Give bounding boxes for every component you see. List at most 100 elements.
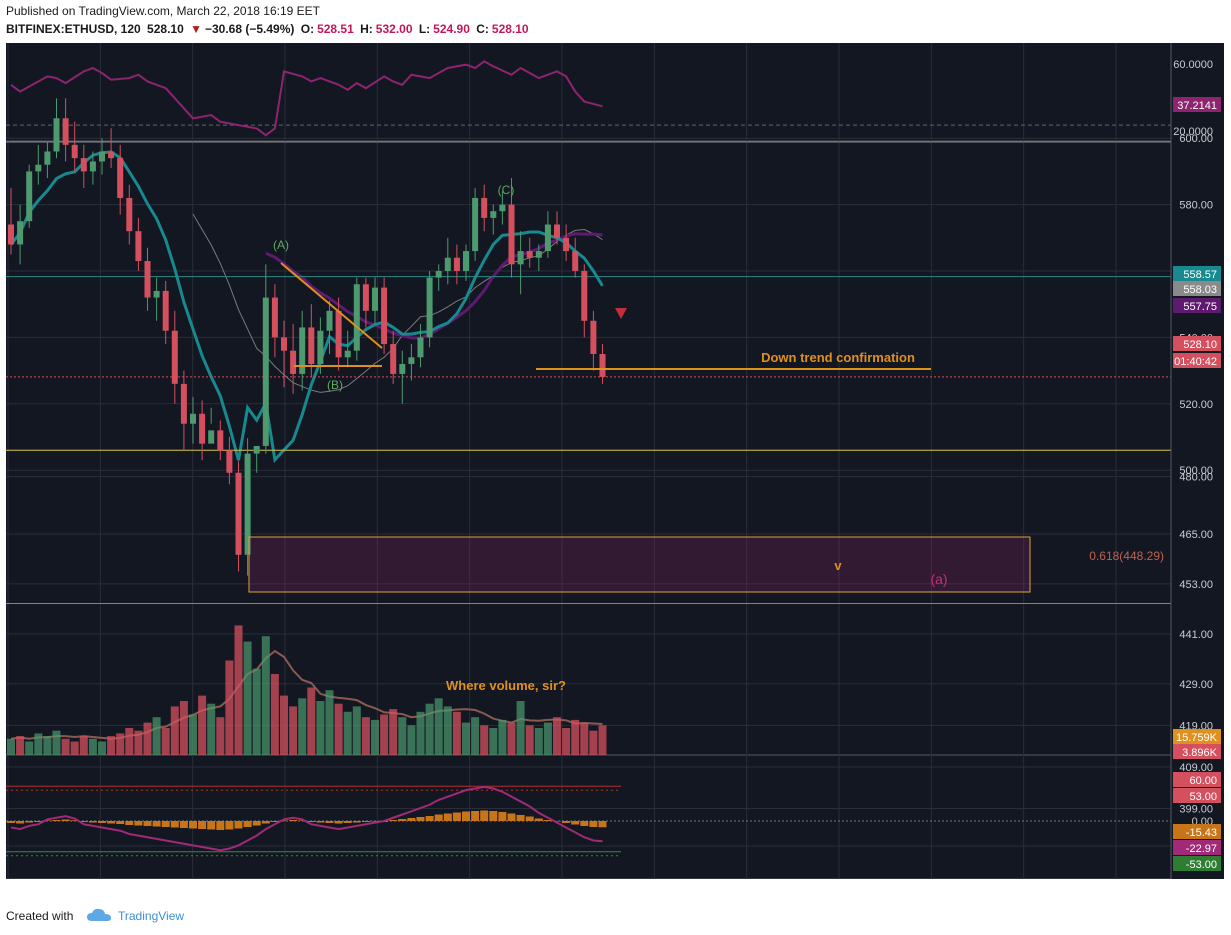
osc-histogram-bar <box>598 821 607 828</box>
osc-histogram-bar <box>270 821 279 822</box>
price-badge-bg <box>1173 298 1221 313</box>
candle-body <box>517 251 524 265</box>
tradingview-cloud-icon[interactable] <box>86 907 112 923</box>
candle-body <box>299 327 306 374</box>
volume-bar <box>289 706 298 755</box>
volume-note: Where volume, sir? <box>446 678 566 693</box>
candle-body <box>89 161 96 172</box>
osc-histogram-bar <box>398 819 407 821</box>
wave-label-a: (A) <box>273 238 289 252</box>
chart-background <box>6 43 1224 879</box>
volume-pane[interactable]: Where volume, sir? <box>7 625 607 755</box>
osc-histogram-bar <box>61 819 70 821</box>
candle-body <box>426 277 433 338</box>
candle-body <box>126 197 133 232</box>
price-axis[interactable]: 600.00580.00560.00540.00520.00500.00480.… <box>1170 43 1224 879</box>
sell-signal-icon <box>615 308 627 319</box>
volume-bar <box>152 717 161 755</box>
candle-body <box>162 290 169 331</box>
volume-bar <box>580 722 589 755</box>
osc-histogram-bar <box>225 821 234 830</box>
price-badge: 528.10 <box>1183 339 1217 351</box>
osc-histogram-bar <box>462 811 470 821</box>
price-pane[interactable]: (A) (B) (C) Down trend confirmation 0.618(44… <box>6 98 1171 605</box>
rsi-tick-label: 60.0000 <box>1173 59 1213 71</box>
osc-line <box>10 785 603 852</box>
candle-body <box>599 354 606 377</box>
volume-bar <box>516 701 525 755</box>
volume-bar <box>52 730 61 755</box>
volume-bar <box>361 717 370 755</box>
osc-badge: -15.43 <box>1186 827 1217 839</box>
volume-bar <box>489 728 498 755</box>
volume-bar <box>389 709 398 755</box>
osc-histogram-bar <box>52 820 61 821</box>
osc-histogram-bar <box>489 811 498 821</box>
volume-bar <box>98 741 106 755</box>
volume-bar <box>70 741 79 755</box>
osc-histogram-bar <box>261 821 270 824</box>
osc-histogram-bar <box>125 821 134 825</box>
candle-body <box>17 221 24 245</box>
volume-bar <box>471 717 480 755</box>
osc-histogram-bar <box>316 821 325 823</box>
volume-bar <box>143 722 152 755</box>
rsi-pane[interactable] <box>6 60 1171 143</box>
osc-histogram-bar <box>16 821 25 824</box>
candle-body <box>335 310 342 358</box>
candle-body <box>526 251 533 258</box>
osc-histogram-bar <box>389 820 398 821</box>
wave-label-small-a: (a) <box>930 571 947 587</box>
candle-body <box>353 284 360 351</box>
volume-bar <box>25 741 34 755</box>
volume-bar <box>352 706 361 755</box>
osc-histogram-bar <box>334 821 343 824</box>
candle-body <box>499 204 506 212</box>
price-tick-label: 441.00 <box>1179 629 1213 641</box>
osc-histogram-bar <box>88 821 97 823</box>
low-label: L: <box>418 22 431 36</box>
osc-histogram-bar <box>107 821 116 824</box>
volume-bar <box>553 717 561 755</box>
volume-ma-badge: 3.896K <box>1182 747 1218 759</box>
volume-bar <box>380 714 389 755</box>
volume-bar <box>316 701 325 755</box>
candle-body <box>217 430 224 451</box>
chart-area[interactable]: (A) (B) (C) Down trend confirmation 0.618(44… <box>6 43 1224 879</box>
candle-body <box>481 197 488 218</box>
price-tick-label: 580.00 <box>1179 200 1213 212</box>
candle-body <box>108 151 115 159</box>
price-badge-bg <box>1173 266 1221 281</box>
close-label: C: <box>476 22 489 36</box>
osc-badge: -22.97 <box>1186 843 1217 855</box>
symbol-info-line: BITFINEX:ETHUSD, 120 528.10 ▼ −30.68 (−5.… <box>6 22 532 36</box>
candle-body <box>317 330 324 364</box>
osc-histogram-bar <box>170 821 179 828</box>
fib-label: 0.618(448.29) <box>1089 549 1164 563</box>
tradingview-link[interactable]: TradingView <box>118 909 185 923</box>
candle-body <box>117 158 124 198</box>
volume-bar <box>16 736 25 755</box>
candle-body <box>326 310 333 331</box>
price-badge-bg <box>1173 336 1221 351</box>
open-label: O: <box>300 22 315 36</box>
candle-body <box>399 363 406 374</box>
volume-bar <box>543 722 552 755</box>
osc-badge: -53.00 <box>1186 859 1217 871</box>
volume-bar <box>61 738 70 755</box>
osc-histogram-bar <box>416 817 425 821</box>
volume-bar <box>452 711 461 755</box>
volume-bar <box>34 733 43 755</box>
volume-bar <box>88 738 97 755</box>
price-tick-label: 600.00 <box>1179 133 1213 145</box>
candle-body <box>153 290 160 298</box>
osc-histogram-bar <box>525 816 534 821</box>
candle-body <box>171 330 178 384</box>
price-tick-label: 453.00 <box>1179 579 1213 591</box>
volume-bar <box>507 722 516 755</box>
candle-body <box>262 297 269 446</box>
volume-bar <box>189 714 197 755</box>
osc-histogram-bar <box>471 811 480 821</box>
oscillator-pane[interactable] <box>6 785 1171 857</box>
wave-label-c: (C) <box>498 183 515 197</box>
